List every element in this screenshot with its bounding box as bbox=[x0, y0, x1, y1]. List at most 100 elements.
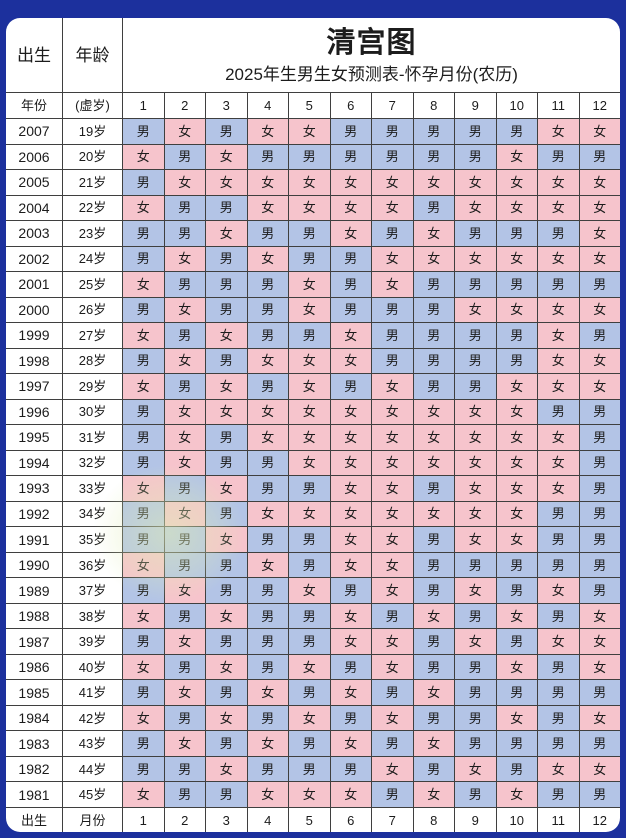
birth-header-label: 出生 bbox=[6, 18, 63, 93]
gender-cell: 女 bbox=[579, 374, 620, 400]
year-cell: 1994 bbox=[6, 450, 63, 477]
gender-cell: 女 bbox=[330, 221, 372, 247]
table-row: 2003 23岁男男女男男女男女男男男女 bbox=[6, 221, 620, 247]
gender-cell: 女 bbox=[496, 195, 538, 222]
gender-cell: 女 bbox=[455, 527, 497, 553]
gender-cell: 男 bbox=[455, 552, 497, 579]
gender-cell: 男 bbox=[579, 680, 620, 706]
gender-cell: 男 bbox=[206, 552, 248, 579]
gender-cell: 女 bbox=[372, 705, 414, 732]
gender-cell: 女 bbox=[330, 603, 372, 630]
year-column-header: 年份 bbox=[6, 93, 63, 119]
gender-cell: 女 bbox=[164, 680, 206, 706]
age-cell: 26岁 bbox=[63, 297, 123, 324]
table-row: 1994 32岁男女男男女女女女女女女男 bbox=[6, 450, 620, 477]
table-row: 1986 40岁女男女男女男女男男女男女 bbox=[6, 654, 620, 681]
year-cell: 2001 bbox=[6, 272, 63, 298]
gender-cell: 男 bbox=[289, 144, 331, 171]
gender-cell: 女 bbox=[247, 425, 289, 451]
gender-cell: 女 bbox=[413, 603, 455, 630]
gender-cell: 男 bbox=[579, 578, 620, 604]
gender-cell: 女 bbox=[289, 578, 331, 604]
gender-cell: 男 bbox=[123, 578, 165, 604]
gender-cell: 男 bbox=[372, 323, 414, 349]
table-row: 1993 33岁女男女男男女女男女女女男 bbox=[6, 476, 620, 502]
gender-cell: 男 bbox=[413, 144, 455, 171]
gender-cell: 女 bbox=[164, 297, 206, 324]
gender-cell: 男 bbox=[206, 782, 248, 808]
gender-cell: 女 bbox=[538, 195, 580, 222]
gender-cell: 男 bbox=[496, 272, 538, 298]
gender-cell: 男 bbox=[123, 425, 165, 451]
gender-cell: 男 bbox=[206, 578, 248, 604]
age-cell: 39岁 bbox=[63, 629, 123, 655]
gender-cell: 女 bbox=[164, 425, 206, 451]
year-cell: 1982 bbox=[6, 756, 63, 783]
month-footer-cell: 10 bbox=[497, 808, 538, 832]
gender-cell: 男 bbox=[123, 629, 165, 655]
gender-cell: 男 bbox=[206, 501, 248, 528]
gender-cell: 女 bbox=[206, 170, 248, 196]
table-row: 1985 41岁男女男女男女男女男男男男 bbox=[6, 680, 620, 706]
gender-cell: 男 bbox=[372, 221, 414, 247]
gender-cell: 女 bbox=[538, 425, 580, 451]
year-cell: 1987 bbox=[6, 629, 63, 655]
gender-cell: 女 bbox=[413, 170, 455, 196]
gender-cell: 男 bbox=[289, 246, 331, 273]
gender-cell: 女 bbox=[164, 450, 206, 477]
gender-cell: 男 bbox=[372, 119, 414, 145]
gender-cell: 女 bbox=[455, 450, 497, 477]
gender-cell: 女 bbox=[372, 374, 414, 400]
gender-cell: 女 bbox=[372, 476, 414, 502]
gender-cell: 男 bbox=[538, 705, 580, 732]
gender-cell: 女 bbox=[496, 705, 538, 732]
gender-cell: 男 bbox=[455, 603, 497, 630]
gender-cell: 女 bbox=[579, 629, 620, 655]
gender-cell: 男 bbox=[496, 348, 538, 375]
gender-cell: 男 bbox=[372, 348, 414, 375]
year-cell: 2002 bbox=[6, 246, 63, 273]
gender-cell: 男 bbox=[579, 782, 620, 808]
gender-cell: 男 bbox=[289, 476, 331, 502]
year-cell: 1995 bbox=[6, 425, 63, 451]
year-cell: 2004 bbox=[6, 195, 63, 222]
gender-cell: 男 bbox=[579, 425, 620, 451]
gender-cell: 男 bbox=[330, 272, 372, 298]
gender-cell: 女 bbox=[372, 578, 414, 604]
gender-cell: 男 bbox=[496, 552, 538, 579]
table-row: 1997 29岁女男女男女男女男男女女女 bbox=[6, 374, 620, 400]
table-row: 1990 36岁女男男女男女女男男男男男 bbox=[6, 552, 620, 579]
gender-cell: 男 bbox=[538, 399, 580, 426]
gender-cell: 男 bbox=[247, 144, 289, 171]
gender-cell: 男 bbox=[206, 450, 248, 477]
gender-cell: 男 bbox=[455, 680, 497, 706]
gender-cell: 男 bbox=[123, 731, 165, 757]
gender-cell: 女 bbox=[372, 272, 414, 298]
gender-cell: 男 bbox=[413, 374, 455, 400]
gender-cell: 男 bbox=[206, 119, 248, 145]
month-header-cell: 7 bbox=[372, 93, 414, 119]
year-cell: 2007 bbox=[6, 119, 63, 145]
gender-cell: 女 bbox=[579, 705, 620, 732]
month-footer-cell: 5 bbox=[289, 808, 331, 832]
gender-cell: 女 bbox=[579, 221, 620, 247]
gender-cell: 男 bbox=[206, 348, 248, 375]
age-cell: 42岁 bbox=[63, 705, 123, 732]
month-header-cell: 9 bbox=[455, 93, 497, 119]
gender-cell: 男 bbox=[413, 119, 455, 145]
age-cell: 24岁 bbox=[63, 246, 123, 273]
qinggong-chart-panel: 出生 年龄 清宫图 2025年生男生女预测表-怀孕月份(农历) 年份 (虚岁) … bbox=[6, 18, 620, 832]
gender-cell: 男 bbox=[123, 297, 165, 324]
table-row: 1988 38岁女男女男男女男女男女男女 bbox=[6, 603, 620, 630]
gender-cell: 男 bbox=[123, 680, 165, 706]
gender-cell: 女 bbox=[455, 501, 497, 528]
gender-cell: 男 bbox=[413, 552, 455, 579]
age-cell: 23岁 bbox=[63, 221, 123, 247]
gender-cell: 男 bbox=[538, 731, 580, 757]
gender-cell: 女 bbox=[247, 782, 289, 808]
gender-cell: 男 bbox=[247, 705, 289, 732]
month-footer-cell: 6 bbox=[331, 808, 372, 832]
gender-cell: 女 bbox=[372, 450, 414, 477]
gender-cell: 男 bbox=[372, 680, 414, 706]
gender-cell: 女 bbox=[206, 527, 248, 553]
